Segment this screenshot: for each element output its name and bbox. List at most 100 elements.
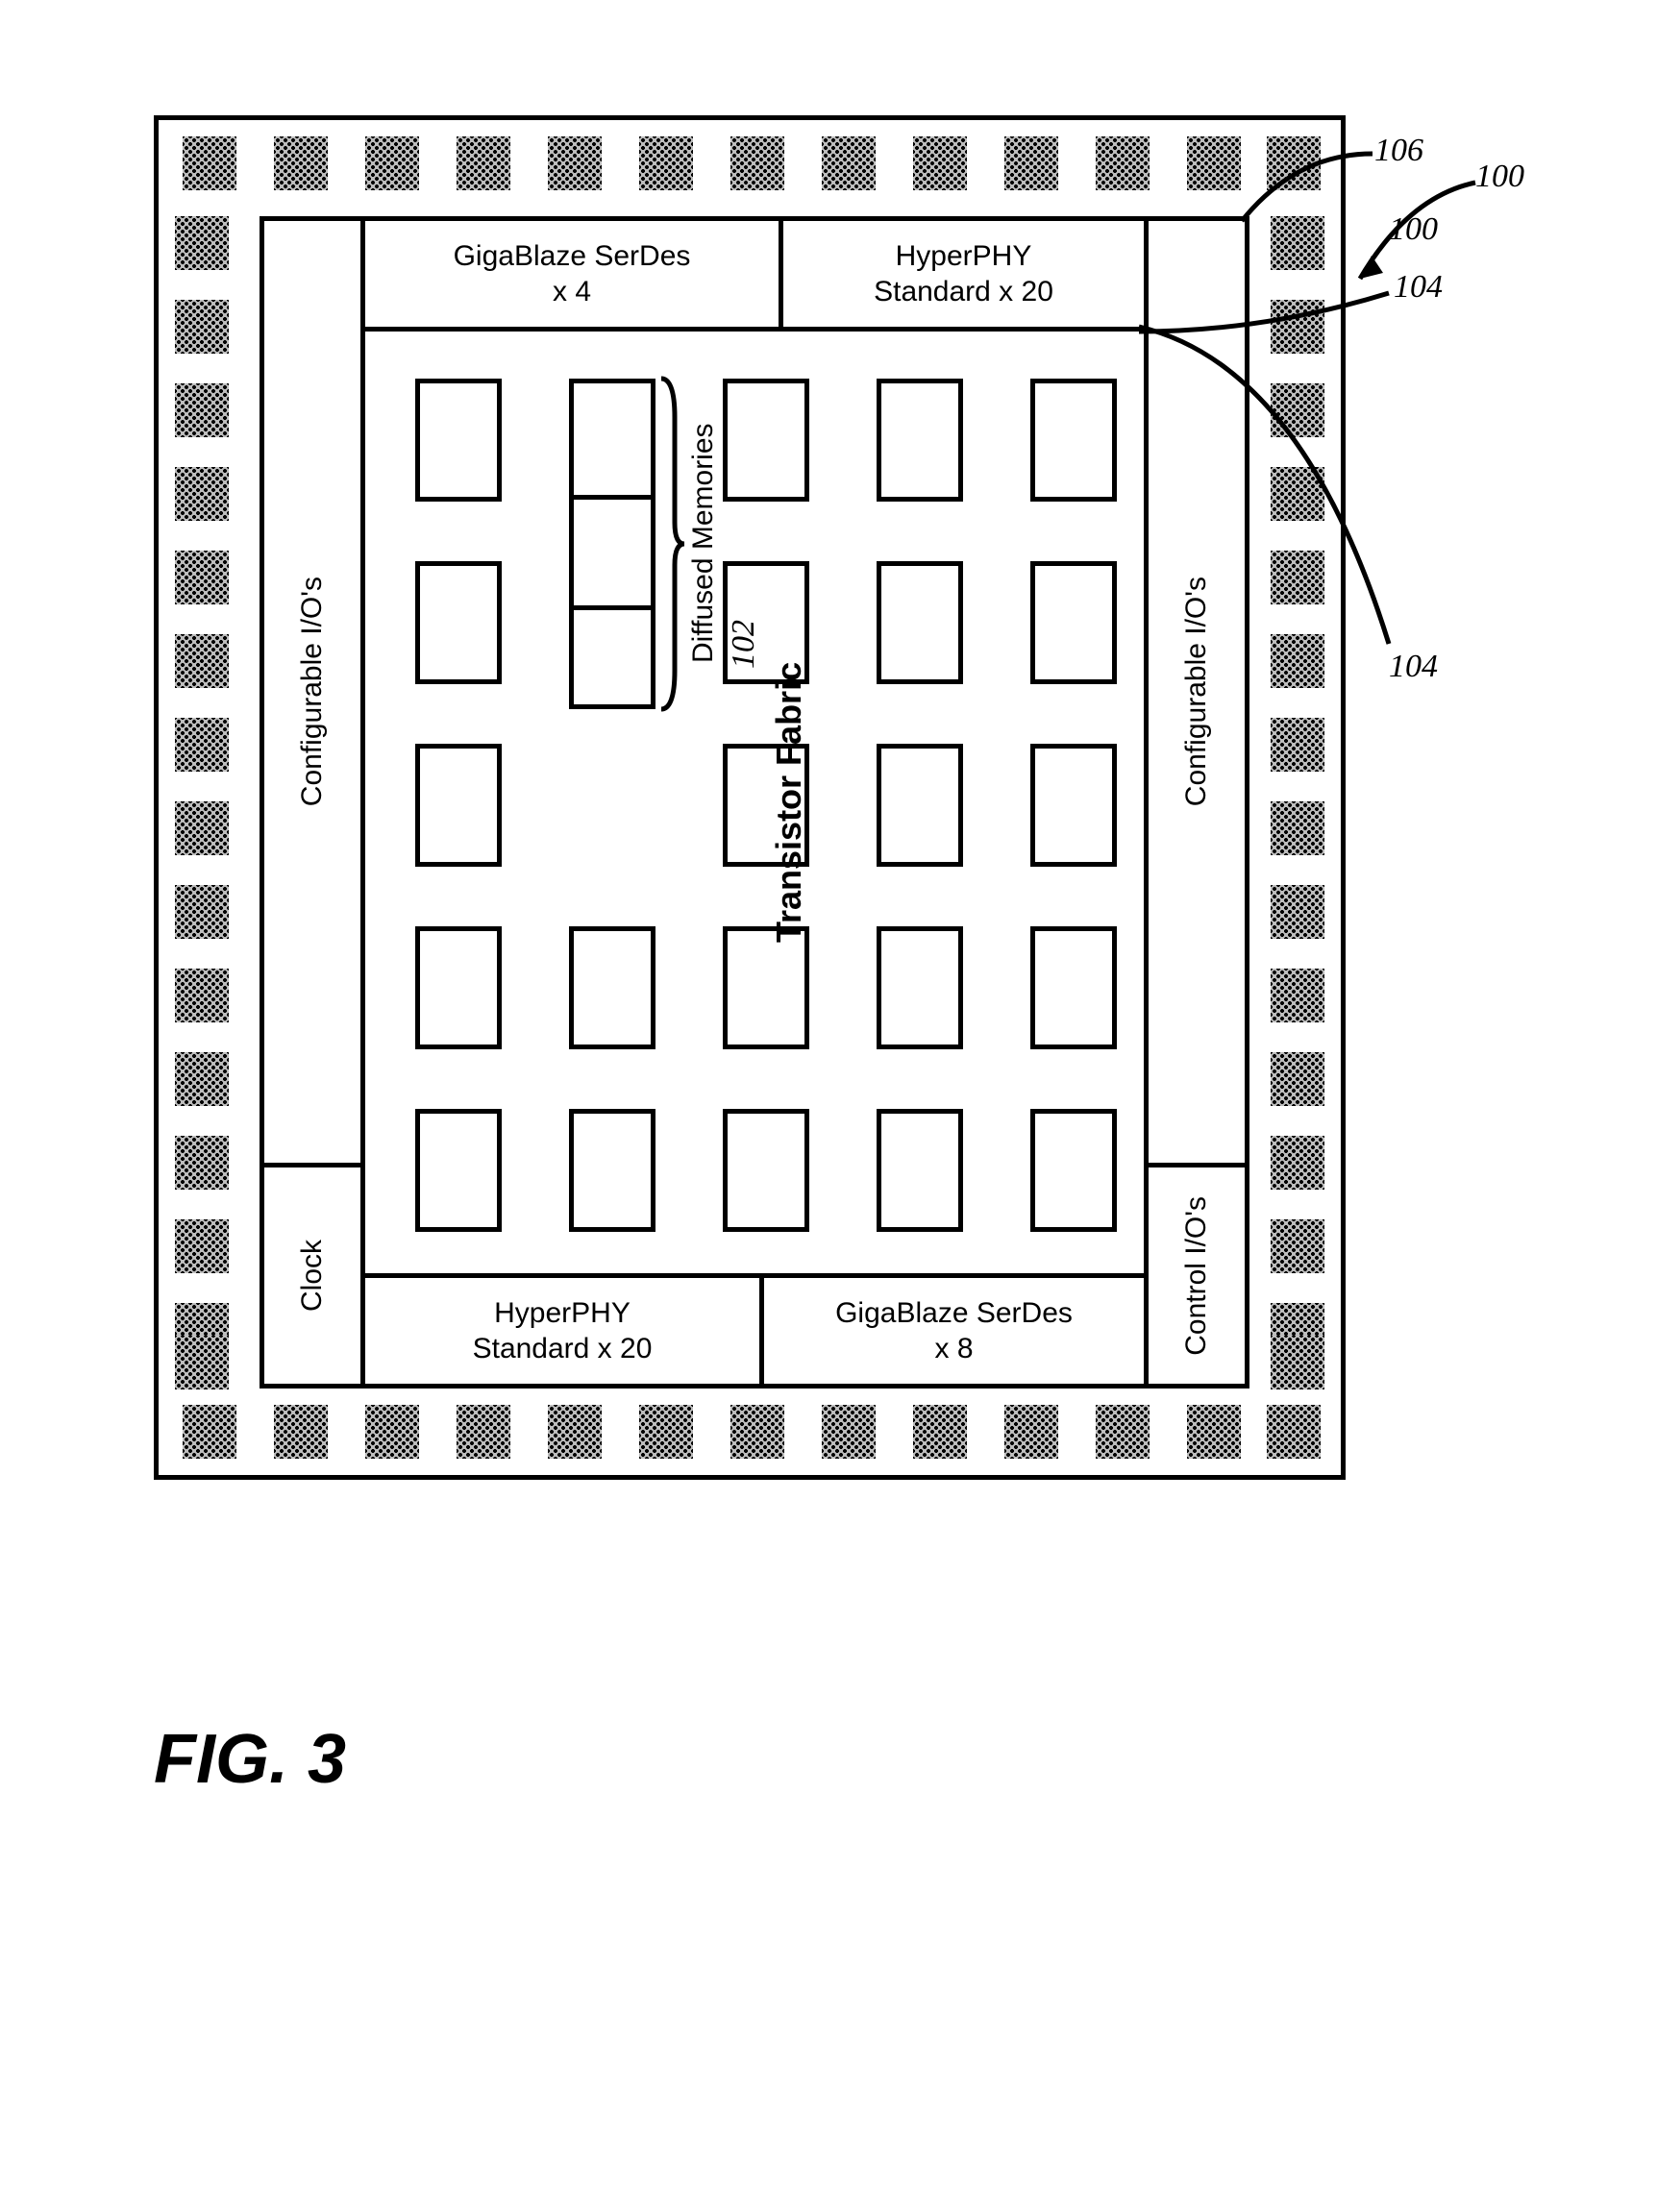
pad <box>175 801 229 855</box>
pad <box>548 1405 602 1459</box>
pad <box>1096 136 1150 190</box>
callout-100: 100 <box>1389 211 1438 248</box>
io-top-gigablaze-line1: GigaBlaze SerDes <box>454 238 691 275</box>
io-bottom-hyperphy: HyperPHY Standard x 20 <box>360 1273 764 1389</box>
memory-block <box>1030 561 1117 684</box>
pad <box>175 634 229 688</box>
diffused-memory <box>569 495 655 610</box>
io-bottom-gigablaze: GigaBlaze SerDes x 8 <box>759 1273 1149 1389</box>
pad <box>175 383 229 437</box>
pad <box>274 1405 328 1459</box>
pad <box>175 1336 229 1389</box>
pad <box>1271 383 1324 437</box>
memory-block <box>569 926 655 1049</box>
pad <box>175 1052 229 1106</box>
memory-block <box>1030 926 1117 1049</box>
diffused-memory <box>569 605 655 709</box>
pad <box>1271 216 1324 270</box>
pad <box>822 1405 876 1459</box>
transistor-fabric: Diffused Memories 102 Transistor Fabric <box>360 327 1149 1278</box>
memory-block <box>723 1109 809 1232</box>
brace-diffused-memories <box>657 379 686 709</box>
callout-104b: 104 <box>1389 649 1438 685</box>
pad <box>183 1405 236 1459</box>
pad <box>913 1405 967 1459</box>
diffused-memory <box>569 379 655 500</box>
pad <box>1271 801 1324 855</box>
pad <box>1271 1052 1324 1106</box>
pad <box>365 136 419 190</box>
diagram-canvas: Configurable I/O's Clock Configurable I/… <box>154 115 1442 1835</box>
pad <box>1187 136 1241 190</box>
io-right-control-label: Control I/O's <box>1178 1196 1215 1356</box>
pad <box>1271 718 1324 772</box>
diffused-memories-label: Diffused Memories <box>687 389 720 697</box>
pad <box>175 300 229 354</box>
pad <box>175 467 229 521</box>
pad <box>730 136 784 190</box>
pad <box>730 1405 784 1459</box>
io-bottom-hyperphy-line2: Standard x 20 <box>473 1331 653 1367</box>
pad <box>175 551 229 604</box>
pad <box>274 136 328 190</box>
io-right-control: Control I/O's <box>1144 1163 1249 1389</box>
pad <box>822 136 876 190</box>
pad <box>1271 1336 1324 1389</box>
io-right-configurable: Configurable I/O's <box>1144 216 1249 1167</box>
die-frame: Configurable I/O's Clock Configurable I/… <box>260 216 1240 1379</box>
pad <box>1187 1405 1241 1459</box>
pad <box>175 1136 229 1190</box>
pad <box>365 1405 419 1459</box>
io-top-gigablaze: GigaBlaze SerDes x 4 <box>360 216 783 332</box>
io-bottom-hyperphy-line1: HyperPHY <box>494 1295 631 1332</box>
pad <box>1004 1405 1058 1459</box>
callout-106: 106 <box>1374 133 1423 169</box>
io-bottom-gigablaze-line2: x 8 <box>934 1331 973 1367</box>
pad <box>1096 1405 1150 1459</box>
pad <box>1004 136 1058 190</box>
pad <box>175 718 229 772</box>
pad <box>1267 1405 1321 1459</box>
io-top-hyperphy-line1: HyperPHY <box>896 238 1032 275</box>
io-top-gigablaze-line2: x 4 <box>553 274 591 310</box>
io-left-clock-label: Clock <box>294 1240 331 1312</box>
pad <box>913 136 967 190</box>
pad <box>175 885 229 939</box>
memory-block <box>723 379 809 502</box>
io-top-hyperphy-line2: Standard x 20 <box>874 274 1053 310</box>
pad <box>457 1405 510 1459</box>
memory-block <box>415 561 502 684</box>
io-left-configurable: Configurable I/O's <box>260 216 365 1167</box>
pad <box>175 1219 229 1273</box>
memory-block <box>415 1109 502 1232</box>
memory-block <box>415 379 502 502</box>
pad <box>183 136 236 190</box>
fabric-label: Transistor Fabric <box>769 629 809 975</box>
io-bottom-gigablaze-line1: GigaBlaze SerDes <box>835 1295 1073 1332</box>
memory-block <box>1030 744 1117 867</box>
memory-block <box>1030 379 1117 502</box>
memory-block <box>877 926 963 1049</box>
pad <box>1271 551 1324 604</box>
io-left-configurable-label: Configurable I/O's <box>294 577 331 806</box>
memory-block <box>877 1109 963 1232</box>
pad <box>1271 1219 1324 1273</box>
memory-block <box>569 1109 655 1232</box>
memory-block <box>877 561 963 684</box>
memory-block <box>1030 1109 1117 1232</box>
pad <box>1271 1136 1324 1190</box>
callout-102: 102 <box>726 620 762 669</box>
callout-104a: 104 <box>1394 269 1443 306</box>
pad <box>639 1405 693 1459</box>
pad <box>175 216 229 270</box>
pad <box>639 136 693 190</box>
io-top-hyperphy: HyperPHY Standard x 20 <box>779 216 1149 332</box>
pad <box>457 136 510 190</box>
pad <box>1271 467 1324 521</box>
callout-100-arrow: 100 <box>1475 159 1524 195</box>
pad <box>1271 969 1324 1022</box>
pad <box>1267 136 1321 190</box>
pad <box>1271 634 1324 688</box>
memory-block <box>877 744 963 867</box>
pad <box>1271 300 1324 354</box>
